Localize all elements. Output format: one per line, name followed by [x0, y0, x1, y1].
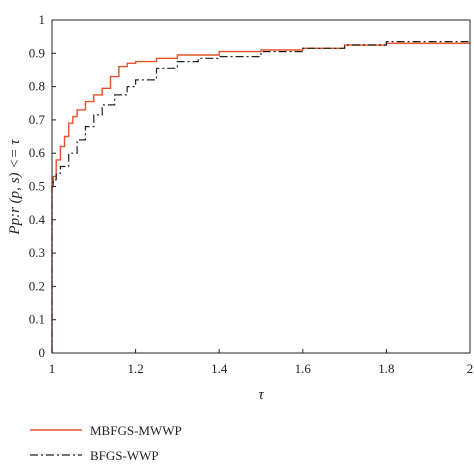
series-line-bfgs-wwp — [51, 41, 470, 353]
series-layer — [51, 41, 470, 353]
y-tick-label: 0.9 — [29, 45, 45, 60]
x-tick-label: 1.6 — [295, 361, 312, 376]
x-axis-label: τ — [258, 387, 264, 403]
plot-frame — [51, 19, 471, 354]
x-tick-label: 1.4 — [211, 361, 228, 376]
x-tick-label: 1.2 — [127, 361, 143, 376]
y-tick-label: 0 — [39, 345, 46, 360]
legend: MBFGS-MWWP BFGS-WWP — [30, 423, 182, 463]
y-tick-label: 0.1 — [29, 312, 45, 327]
y-tick-label: 0.6 — [29, 145, 46, 160]
y-tick-label: 0.2 — [29, 278, 45, 293]
x-tick-label: 1 — [49, 361, 56, 376]
y-tick-label: 0.3 — [29, 245, 45, 260]
x-tick-label: 2 — [467, 361, 474, 376]
legend-label-mbfgs-mwwp: MBFGS-MWWP — [90, 423, 182, 438]
x-tick-label: 1.8 — [378, 361, 394, 376]
series-line-mbfgs-mwwp — [51, 42, 470, 353]
y-tick-label: 1 — [39, 12, 46, 27]
y-axis-label: Pp:r (p, s) <= τ — [7, 139, 23, 236]
y-tick-label: 0.4 — [29, 212, 46, 227]
ticks-layer: 1 1.2 1.4 1.6 1.8 2 0 0.1 0.2 0.3 0.4 0.5 0.6 0.7 0.8 0… — [29, 12, 474, 376]
y-tick-label: 0.7 — [29, 112, 46, 127]
y-tick-label: 0.5 — [29, 179, 45, 194]
y-tick-label: 0.8 — [29, 79, 45, 94]
legend-label-bfgs-wwp: BFGS-WWP — [90, 448, 159, 463]
